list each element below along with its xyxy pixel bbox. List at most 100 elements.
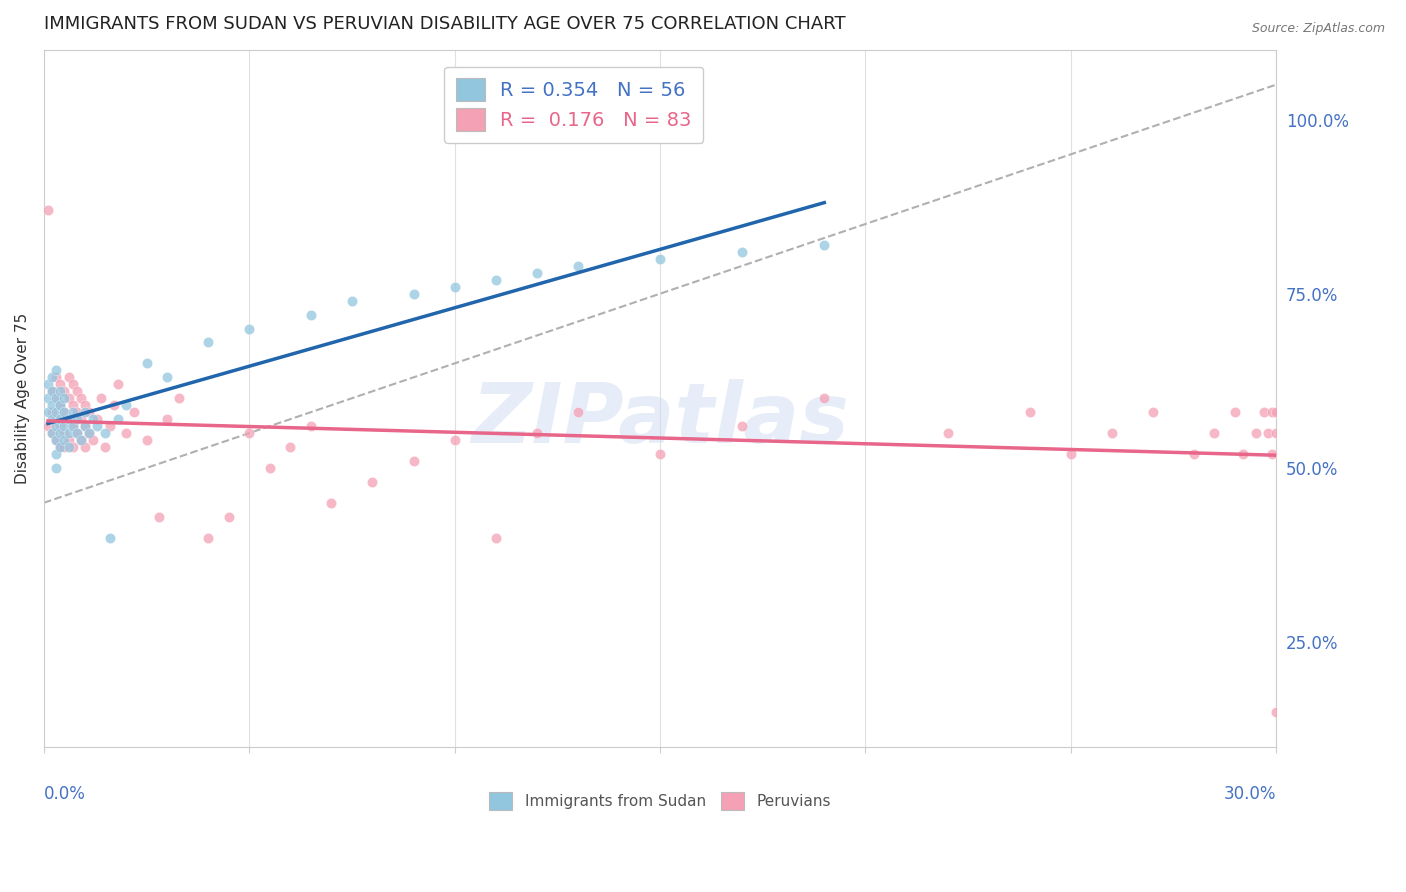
Point xyxy=(90,391,112,405)
Point xyxy=(122,405,145,419)
Point xyxy=(1244,426,1267,441)
Point xyxy=(49,398,72,412)
Point xyxy=(1265,426,1288,441)
Y-axis label: Disability Age Over 75: Disability Age Over 75 xyxy=(15,312,30,483)
Point xyxy=(58,440,80,454)
Point xyxy=(526,426,548,441)
Point xyxy=(41,405,63,419)
Point xyxy=(62,419,84,434)
Point xyxy=(443,433,465,447)
Point xyxy=(731,419,754,434)
Point xyxy=(53,419,76,434)
Point xyxy=(1265,405,1288,419)
Point xyxy=(77,405,100,419)
Text: Source: ZipAtlas.com: Source: ZipAtlas.com xyxy=(1251,22,1385,36)
Point xyxy=(1182,447,1205,461)
Point xyxy=(73,398,96,412)
Point xyxy=(53,405,76,419)
Point xyxy=(66,426,89,441)
Point xyxy=(1257,426,1279,441)
Point xyxy=(238,321,260,335)
Point xyxy=(94,440,117,454)
Point xyxy=(1060,447,1083,461)
Text: 30.0%: 30.0% xyxy=(1223,785,1277,803)
Point xyxy=(70,412,93,426)
Point xyxy=(402,286,425,301)
Point xyxy=(53,440,76,454)
Point xyxy=(45,363,67,377)
Point xyxy=(340,293,363,308)
Point xyxy=(49,440,72,454)
Point xyxy=(1142,405,1164,419)
Point xyxy=(62,440,84,454)
Point xyxy=(402,454,425,468)
Point xyxy=(1232,447,1254,461)
Point xyxy=(135,433,157,447)
Point xyxy=(218,509,240,524)
Point xyxy=(648,252,671,266)
Text: 0.0%: 0.0% xyxy=(44,785,86,803)
Point xyxy=(526,266,548,280)
Point xyxy=(62,377,84,392)
Point xyxy=(485,273,508,287)
Point xyxy=(58,370,80,384)
Point xyxy=(73,405,96,419)
Point xyxy=(1223,405,1246,419)
Point xyxy=(485,531,508,545)
Point xyxy=(49,412,72,426)
Point xyxy=(107,377,129,392)
Point xyxy=(45,370,67,384)
Point xyxy=(66,426,89,441)
Point xyxy=(45,447,67,461)
Point xyxy=(45,461,67,475)
Point xyxy=(45,433,67,447)
Point xyxy=(156,412,179,426)
Point xyxy=(135,356,157,370)
Point xyxy=(37,377,59,392)
Point xyxy=(86,412,108,426)
Point xyxy=(936,426,959,441)
Point xyxy=(197,335,219,350)
Point xyxy=(37,405,59,419)
Point xyxy=(58,426,80,441)
Legend: Immigrants from Sudan, Peruvians: Immigrants from Sudan, Peruvians xyxy=(484,786,837,815)
Point xyxy=(66,384,89,399)
Point xyxy=(156,370,179,384)
Point xyxy=(41,384,63,399)
Point xyxy=(41,412,63,426)
Point xyxy=(1204,426,1226,441)
Point xyxy=(98,419,121,434)
Point xyxy=(77,426,100,441)
Point xyxy=(1265,705,1288,719)
Point xyxy=(41,398,63,412)
Point xyxy=(731,244,754,259)
Point xyxy=(299,419,322,434)
Point xyxy=(41,426,63,441)
Point xyxy=(648,447,671,461)
Text: ZIPatlas: ZIPatlas xyxy=(471,378,849,459)
Point xyxy=(70,391,93,405)
Point xyxy=(361,475,384,489)
Point xyxy=(45,391,67,405)
Point xyxy=(1101,426,1123,441)
Point xyxy=(49,398,72,412)
Point xyxy=(278,440,301,454)
Point xyxy=(37,419,59,434)
Point xyxy=(103,398,125,412)
Point xyxy=(813,391,835,405)
Point xyxy=(148,509,170,524)
Point xyxy=(53,391,76,405)
Point xyxy=(238,426,260,441)
Point xyxy=(86,419,108,434)
Point xyxy=(45,405,67,419)
Point xyxy=(1261,447,1284,461)
Text: IMMIGRANTS FROM SUDAN VS PERUVIAN DISABILITY AGE OVER 75 CORRELATION CHART: IMMIGRANTS FROM SUDAN VS PERUVIAN DISABI… xyxy=(44,15,845,33)
Point xyxy=(37,203,59,218)
Point xyxy=(66,412,89,426)
Point xyxy=(82,412,104,426)
Point xyxy=(58,433,80,447)
Point xyxy=(45,412,67,426)
Point xyxy=(197,531,219,545)
Point xyxy=(115,426,138,441)
Point xyxy=(567,259,589,273)
